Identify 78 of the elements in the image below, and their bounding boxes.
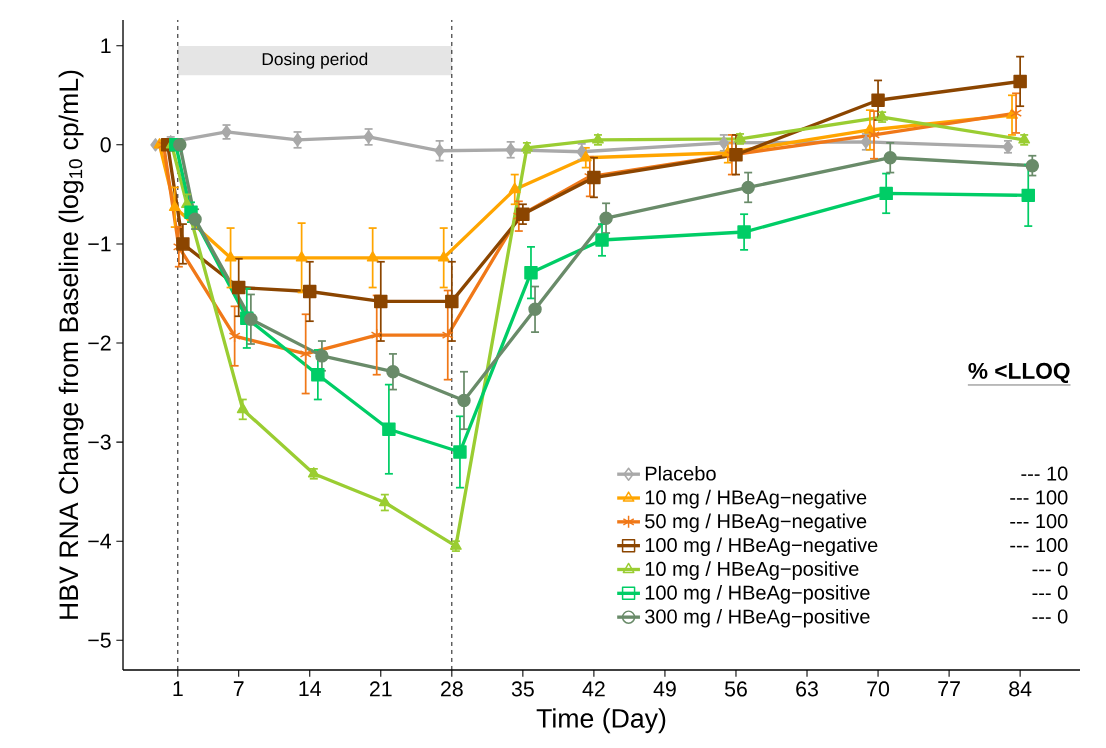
annotation: --- 0 [1032,561,1068,576]
point [303,284,317,299]
legend-label: 100 mg / HBeAg−positive [645,585,870,604]
y-tick-label: −2 [88,335,111,351]
y-tick-label: −1 [88,236,111,252]
point [508,182,521,194]
legend-label: 100 mg / HBeAg−negative [645,537,878,557]
point [599,211,613,225]
point [595,233,609,247]
annotation: --- 0 [1032,585,1068,600]
point [176,237,190,251]
point [236,402,249,414]
point [374,294,388,309]
legend-label: Placebo [645,465,716,481]
x-tick-label: 14 [299,681,321,697]
x-tick-label: 63 [796,681,818,697]
annotation: --- 100 [1010,490,1068,505]
y-tick-label: 0 [100,137,111,153]
point [366,251,379,262]
point [437,251,450,262]
legend-title: % <LLOQ [968,362,1070,384]
y-tick-label: −5 [88,632,111,648]
x-tick-label: 7 [233,681,244,697]
x-tick-label: 77 [938,681,960,697]
x-tick-label: 84 [1009,681,1032,697]
band-label: Dosing period [262,52,368,69]
point [453,445,467,459]
point [224,251,237,262]
x-tick-label: 1 [173,681,183,697]
point [1021,188,1035,203]
annotation: --- 10 [1021,466,1068,481]
y-tick-label: −3 [88,434,111,450]
legend-label: 10 mg / HBeAg−positive [645,561,859,580]
point [231,280,246,295]
legend-label: 50 mg / HBeAg−negative [645,513,867,533]
point [299,347,312,361]
point [587,170,601,185]
legend-label: 10 mg / HBeAg−negative [645,489,867,509]
point [295,251,308,262]
point [386,365,400,379]
x-tick-label: 28 [441,681,463,697]
y-tick-label: −4 [88,533,111,549]
x-tick-label: 56 [724,681,747,697]
point [457,393,471,408]
y-axis-title: HBV RNA Change from Baseline (log$_{10}$ cp/mL) [58,70,84,619]
point [311,367,325,382]
point [173,138,187,152]
point [883,150,897,165]
point [228,329,241,343]
point [441,328,454,342]
point [434,144,445,158]
annotation: --- 0 [1032,609,1068,624]
point [524,265,538,280]
x-tick-label: 21 [369,681,392,697]
annotation: --- 100 [1010,514,1068,529]
point [382,422,396,436]
point [528,302,542,317]
point [370,328,383,342]
point [1013,74,1027,89]
point [871,93,885,107]
annotation: --- 100 [1010,537,1068,553]
point [1025,158,1040,173]
point [879,186,893,201]
y-tick-label: 1 [101,38,111,54]
point [1010,106,1023,120]
point [741,180,755,195]
point [315,349,329,363]
x-tick-label: 49 [653,681,676,697]
legend-label: 300 mg / HBeAg−positive [645,608,870,628]
point [737,225,751,239]
x-axis-title: Time (Day) [536,708,666,734]
x-tick-label: 42 [582,681,605,697]
point [516,207,530,221]
point [168,200,181,211]
point [445,294,459,309]
point [188,212,202,226]
x-tick-label: 70 [867,681,890,697]
x-tick-label: 35 [511,681,534,697]
